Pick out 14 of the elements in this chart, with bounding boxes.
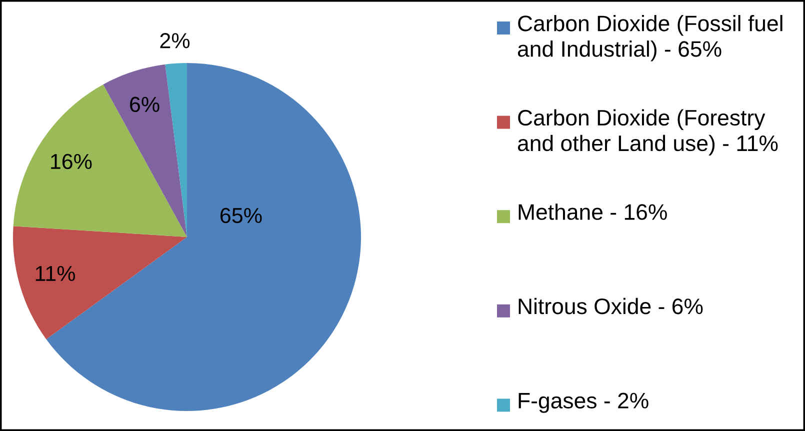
pie-slice bbox=[165, 63, 187, 237]
data-label: 6% bbox=[130, 96, 160, 112]
pie-slice bbox=[13, 84, 187, 237]
legend-label: Methane - 16% bbox=[518, 204, 667, 220]
pie-slice bbox=[103, 64, 187, 237]
legend-label: Carbon Dioxide (Fossil fuel and Industrial) - 65% bbox=[518, 15, 782, 62]
data-label: 11% bbox=[36, 266, 75, 282]
legend-label: Carbon Dioxide (Forestry and other Land use) - 11% bbox=[518, 109, 778, 156]
data-label: 2% bbox=[160, 33, 190, 48]
legend-label: F-gases - 2% bbox=[518, 392, 648, 413]
data-label: 16% bbox=[51, 154, 92, 170]
pie-slice bbox=[13, 226, 187, 340]
legend-label: Nitrous Oxide - 6% bbox=[518, 298, 703, 314]
data-label: 65% bbox=[220, 208, 262, 224]
